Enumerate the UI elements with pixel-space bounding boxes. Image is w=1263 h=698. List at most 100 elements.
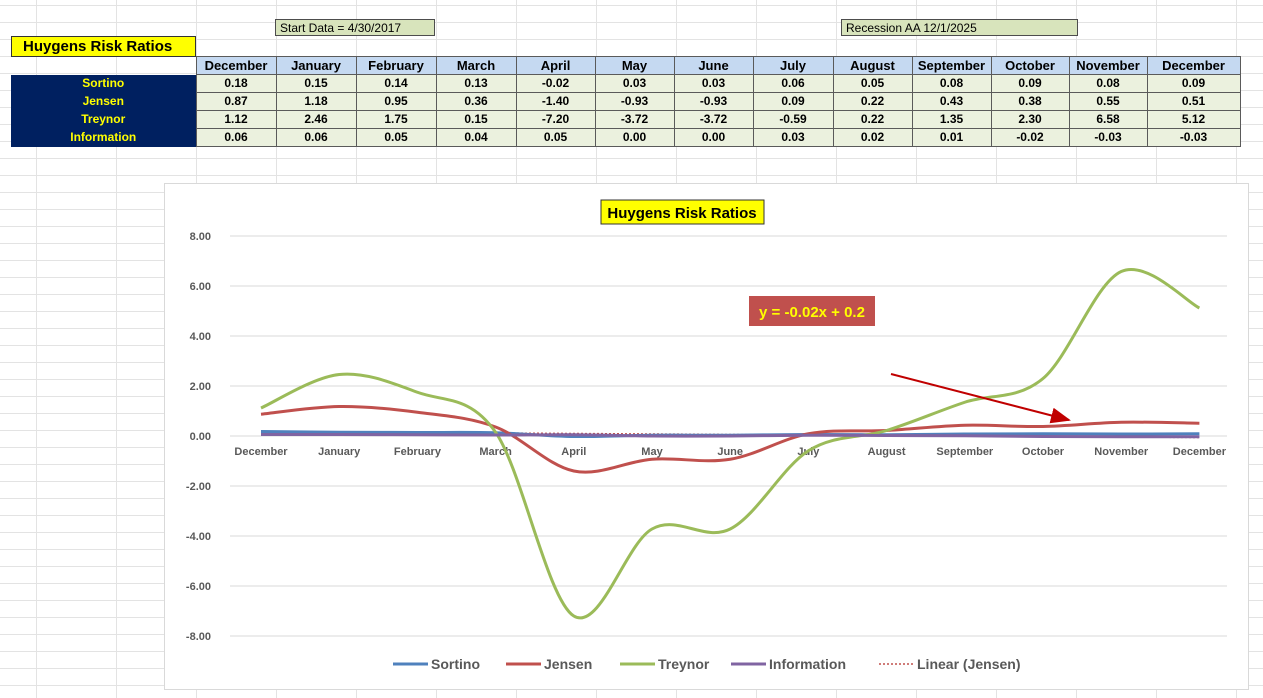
column-header-4[interactable]: April — [515, 56, 596, 75]
table-cell[interactable]: 0.87 — [195, 92, 277, 111]
table-cell[interactable]: 0.00 — [594, 128, 675, 147]
column-header-8[interactable]: August — [832, 56, 913, 75]
series-line-jensen — [260, 404, 1200, 474]
row-label[interactable]: Jensen — [11, 92, 196, 111]
series-line-information — [260, 432, 1200, 439]
x-tick-label: August — [868, 446, 906, 458]
legend-item-4: Linear (Jensen) — [917, 656, 1020, 672]
table-cell[interactable]: -0.02 — [515, 74, 596, 93]
table-row: Information 0.06 0.06 0.05 0.04 0.05 0.00 0.00 0… — [11, 128, 1241, 147]
table-cell[interactable]: 2.46 — [275, 110, 357, 129]
table-cell[interactable]: 0.09 — [752, 92, 834, 111]
table-cell[interactable]: 0.22 — [832, 110, 913, 129]
table-cell[interactable]: 1.75 — [355, 110, 437, 129]
column-header-9[interactable]: September — [911, 56, 992, 75]
table-cell[interactable]: -0.03 — [1068, 128, 1148, 147]
table-cell[interactable]: 0.03 — [752, 128, 834, 147]
column-header-7[interactable]: July — [752, 56, 834, 75]
table-cell[interactable]: 0.14 — [355, 74, 437, 93]
table-cell[interactable]: 0.15 — [435, 110, 517, 129]
table-cell[interactable]: -0.02 — [990, 128, 1070, 147]
table-cell[interactable]: 0.18 — [195, 74, 277, 93]
table-cell[interactable]: 0.08 — [1068, 74, 1148, 93]
table-cell[interactable]: -0.93 — [673, 92, 754, 111]
y-tick-label: 0.00 — [190, 431, 211, 443]
table-cell[interactable]: 0.38 — [990, 92, 1070, 111]
table-cell[interactable]: 0.04 — [435, 128, 517, 147]
column-header-1[interactable]: January — [275, 56, 357, 75]
table-cell[interactable]: 1.35 — [911, 110, 992, 129]
column-header-2[interactable]: February — [355, 56, 437, 75]
table-cell[interactable]: 0.95 — [355, 92, 437, 111]
table-cell[interactable]: 1.18 — [275, 92, 357, 111]
column-header-11[interactable]: November — [1068, 56, 1148, 75]
table-cell[interactable]: 0.09 — [1146, 74, 1241, 93]
table-cell[interactable]: 0.15 — [275, 74, 357, 93]
table-cell[interactable]: 0.06 — [195, 128, 277, 147]
y-tick-label: -2.00 — [186, 481, 211, 493]
x-tick-label: June — [717, 446, 743, 458]
column-header-6[interactable]: June — [673, 56, 754, 75]
sheet-title: Huygens Risk Ratios — [11, 36, 196, 57]
table-cell[interactable]: 6.58 — [1068, 110, 1148, 129]
y-tick-label: -6.00 — [186, 581, 211, 593]
column-header-10[interactable]: October — [990, 56, 1070, 75]
table-cell[interactable]: -3.72 — [594, 110, 675, 129]
table-cell[interactable]: -0.93 — [594, 92, 675, 111]
legend-item-2: Treynor — [658, 656, 710, 672]
x-tick-label: May — [641, 446, 663, 458]
table-cell[interactable]: 0.05 — [832, 74, 913, 93]
chart-title: Huygens Risk Ratios — [607, 205, 756, 222]
table-cell[interactable]: 0.01 — [911, 128, 992, 147]
table-cell[interactable]: 0.08 — [911, 74, 992, 93]
row-label[interactable]: Treynor — [11, 110, 196, 129]
table-cell[interactable]: 0.43 — [911, 92, 992, 111]
table-cell[interactable]: -7.20 — [515, 110, 596, 129]
table-cell[interactable]: 0.36 — [435, 92, 517, 111]
table-cell[interactable]: 0.13 — [435, 74, 517, 93]
table-cell[interactable]: 0.03 — [673, 74, 754, 93]
chart-area[interactable]: 8.00 6.00 4.00 2.00 0.00 -2.00 -4.00 -6.00 -8.00… — [164, 183, 1249, 690]
recession-note: Recession AA 12/1/2025 — [841, 19, 1078, 36]
table-cell[interactable]: -0.59 — [752, 110, 834, 129]
table-cell[interactable]: 0.02 — [832, 128, 913, 147]
table-cell[interactable]: 0.22 — [832, 92, 913, 111]
column-header-12[interactable]: December — [1146, 56, 1241, 75]
table-header-row: December January February March April May June… — [11, 56, 1241, 75]
line-chart: 8.00 6.00 4.00 2.00 0.00 -2.00 -4.00 -6.00 -8.00… — [186, 199, 1227, 672]
row-label[interactable]: Sortino — [11, 74, 196, 93]
table-row: Treynor 1.12 2.46 1.75 0.15 -7.20 -3.72 -3.72 -0… — [11, 110, 1241, 129]
series-line-treynor — [260, 268, 1201, 620]
table-cell[interactable]: 0.03 — [594, 74, 675, 93]
table-cell[interactable]: -3.72 — [673, 110, 754, 129]
x-tick-label: September — [936, 446, 994, 458]
x-tick-label: April — [561, 446, 586, 458]
start-date-note: Start Data = 4/30/2017 — [275, 19, 435, 36]
table-cell[interactable]: -1.40 — [515, 92, 596, 111]
x-tick-label: October — [1022, 446, 1065, 458]
table-cell[interactable]: 0.55 — [1068, 92, 1148, 111]
table-cell[interactable]: -0.03 — [1146, 128, 1241, 147]
table-cell[interactable]: 0.06 — [752, 74, 834, 93]
table-cell[interactable]: 2.30 — [990, 110, 1070, 129]
table-row: Sortino 0.18 0.15 0.14 0.13 -0.02 0.03 0.03 0.06… — [11, 74, 1241, 93]
table-cell[interactable]: 1.12 — [195, 110, 277, 129]
table-cell[interactable]: 0.06 — [275, 128, 357, 147]
table-cell[interactable]: 0.09 — [990, 74, 1070, 93]
legend-item-3: Information — [769, 656, 846, 672]
row-label[interactable]: Information — [11, 128, 196, 147]
table-row: Jensen 0.87 1.18 0.95 0.36 -1.40 -0.93 -0.93 0.0… — [11, 92, 1241, 111]
y-tick-label: 4.00 — [190, 331, 211, 343]
y-tick-label: -8.00 — [186, 631, 211, 643]
x-tick-label: February — [394, 446, 442, 458]
y-tick-label: 2.00 — [190, 381, 211, 393]
table-cell[interactable]: 5.12 — [1146, 110, 1241, 129]
table-cell[interactable]: 0.00 — [673, 128, 754, 147]
column-header-3[interactable]: March — [435, 56, 517, 75]
table-cell[interactable]: 0.05 — [515, 128, 596, 147]
table-cell[interactable]: 0.05 — [355, 128, 437, 147]
column-header-5[interactable]: May — [594, 56, 675, 75]
x-tick-label: December — [234, 446, 288, 458]
column-header-0[interactable]: December — [195, 56, 277, 75]
table-cell[interactable]: 0.51 — [1146, 92, 1241, 111]
